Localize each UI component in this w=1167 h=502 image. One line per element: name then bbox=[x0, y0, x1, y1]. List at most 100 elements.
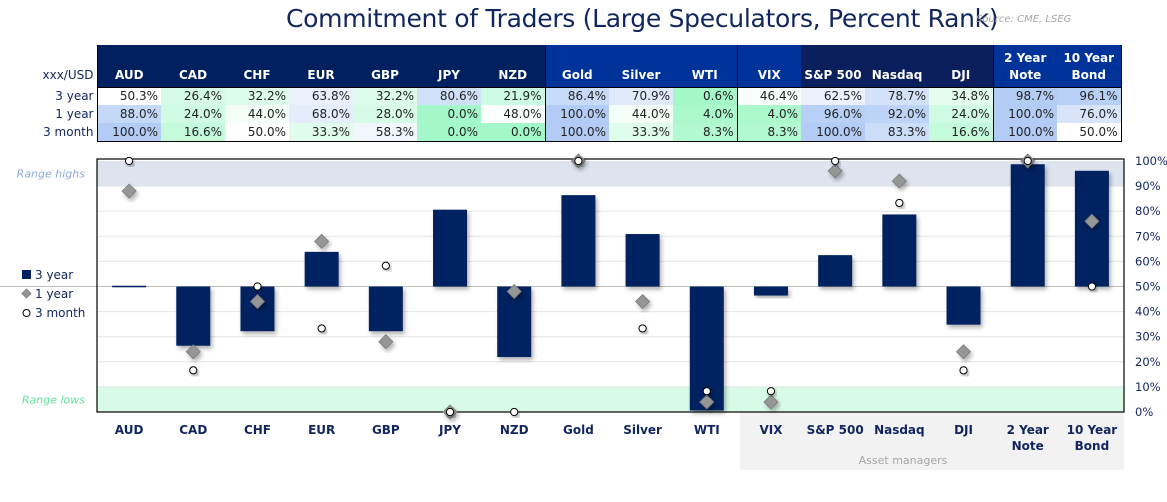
bar-3-year bbox=[882, 214, 917, 287]
asset-managers-label: Asset managers bbox=[859, 454, 948, 467]
marker-1-year bbox=[1020, 153, 1036, 169]
source-note: Source: CME, LSEG bbox=[976, 14, 1072, 25]
bar-3-year bbox=[946, 286, 981, 325]
marker-3-month bbox=[702, 387, 711, 396]
table-cell: 76.0% bbox=[1057, 105, 1122, 123]
x-tick-label: CHF bbox=[244, 423, 271, 437]
table-cell: 8.3% bbox=[737, 123, 801, 142]
legend-diamond-icon bbox=[21, 288, 32, 299]
y-tick-label: 50% bbox=[1135, 280, 1161, 294]
table-cell: 0.0% bbox=[417, 123, 481, 142]
table-cell: 50.0% bbox=[1057, 123, 1122, 142]
header-line2: Silver bbox=[621, 67, 661, 82]
y-tick-label: 10% bbox=[1135, 380, 1161, 394]
marker-3-month bbox=[959, 366, 968, 375]
bar-3-year bbox=[112, 285, 147, 288]
header-line2: Nasdaq bbox=[871, 67, 923, 82]
header-line2: NZD bbox=[498, 67, 528, 82]
marker-1-year bbox=[185, 344, 201, 360]
marker-3-month bbox=[831, 156, 840, 166]
marker-1-year bbox=[699, 394, 715, 410]
marker-3-month bbox=[638, 324, 647, 333]
marker-1-year bbox=[955, 344, 972, 360]
y-tick-label: 90% bbox=[1135, 179, 1161, 193]
table-cell: 32.2% bbox=[225, 86, 289, 105]
table-cell: 32.2% bbox=[353, 86, 417, 105]
y-tick-label: 100% bbox=[1135, 154, 1167, 168]
table-cell: 92.0% bbox=[865, 105, 929, 123]
row-label: 3 year bbox=[55, 89, 94, 103]
header-line2: GBP bbox=[371, 67, 399, 82]
x-tick-label: NZD bbox=[500, 423, 529, 437]
x-tick-label: WTI bbox=[694, 423, 720, 437]
column-header-eur: EUR bbox=[289, 45, 353, 87]
bar-3-year bbox=[818, 255, 853, 287]
bar-3-year bbox=[689, 286, 724, 411]
column-header-chf: CHF bbox=[225, 45, 289, 87]
marker-1-year bbox=[635, 293, 651, 310]
legend-3-month: 3 month bbox=[35, 306, 85, 320]
header-line1: 2 Year bbox=[1004, 50, 1047, 65]
table-cell: 0.0% bbox=[417, 105, 481, 123]
x-tick-label: AUD bbox=[115, 423, 144, 437]
column-header-note: 2 Year Note bbox=[993, 45, 1057, 87]
x-tick-label: 10 Year bbox=[1067, 423, 1118, 437]
column-header-gbp: GBP bbox=[353, 45, 417, 87]
marker-1-year bbox=[121, 183, 137, 199]
header-line2: Bond bbox=[1071, 67, 1107, 82]
range-lows-band bbox=[97, 386, 1124, 412]
header-line2: DJI bbox=[951, 67, 971, 82]
bar-3-year bbox=[625, 234, 660, 287]
marker-3-month bbox=[766, 387, 776, 396]
marker-3-month bbox=[445, 407, 455, 417]
table-cell: 58.3% bbox=[353, 123, 417, 142]
marker-3-month bbox=[895, 198, 904, 208]
header-line2: WTI bbox=[691, 67, 718, 82]
y-tick-label: 40% bbox=[1135, 305, 1161, 319]
column-header-bond: 10 Year Bond bbox=[1057, 45, 1122, 87]
table-cell: 62.5% bbox=[801, 86, 865, 105]
bar-3-year bbox=[368, 286, 403, 332]
x-tick-label: EUR bbox=[308, 423, 335, 437]
x-tick-label: Silver bbox=[623, 423, 662, 437]
column-header-aud: AUD bbox=[96, 45, 161, 87]
x-tick-label: S&P 500 bbox=[807, 423, 864, 437]
header-line1: 10 Year bbox=[1063, 50, 1115, 65]
legend-square-icon bbox=[22, 270, 31, 279]
table-cell: 50.0% bbox=[225, 123, 289, 142]
legend-1-year: 1 year bbox=[35, 287, 73, 301]
bar-3-year bbox=[176, 286, 211, 346]
column-header-nzd: NZD bbox=[481, 45, 546, 87]
bar-3-year bbox=[1010, 164, 1045, 287]
legend-circle-icon bbox=[22, 309, 31, 317]
bar-3-year bbox=[561, 195, 596, 287]
table-cell: 33.3% bbox=[609, 123, 673, 142]
table-cell: 88.0% bbox=[96, 105, 161, 123]
y-tick-label: 80% bbox=[1135, 204, 1161, 218]
table-cell: 8.3% bbox=[673, 123, 738, 142]
marker-1-year bbox=[827, 163, 843, 179]
table-cell: 100.0% bbox=[993, 105, 1057, 123]
marker-1-year bbox=[249, 293, 266, 310]
x-tick-label: GBP bbox=[372, 423, 400, 437]
marker-3-month bbox=[124, 156, 134, 166]
table-cell: 48.0% bbox=[481, 105, 546, 123]
header-line2: VIX bbox=[757, 67, 781, 82]
plot-border bbox=[96, 158, 1125, 413]
table-cell: 44.0% bbox=[225, 105, 289, 123]
table-cell: 86.4% bbox=[545, 86, 609, 105]
header-line2: CAD bbox=[178, 67, 208, 82]
x-tick-label: 2 Year bbox=[1007, 423, 1049, 437]
header-line2: JPY bbox=[438, 67, 460, 82]
header-line2: EUR bbox=[307, 67, 335, 82]
bar-3-year bbox=[497, 286, 532, 358]
marker-3-month bbox=[189, 366, 198, 375]
table-cell: 33.3% bbox=[289, 123, 353, 142]
table-cell: 4.0% bbox=[737, 105, 801, 123]
marker-3-month bbox=[317, 324, 326, 333]
x-tick-label: DJI bbox=[954, 423, 973, 437]
x-tick-label: Bond bbox=[1075, 439, 1110, 453]
table-cell: 100.0% bbox=[993, 123, 1057, 142]
table-cell: 63.8% bbox=[289, 86, 353, 105]
column-header-nasdaq: Nasdaq bbox=[865, 45, 929, 87]
